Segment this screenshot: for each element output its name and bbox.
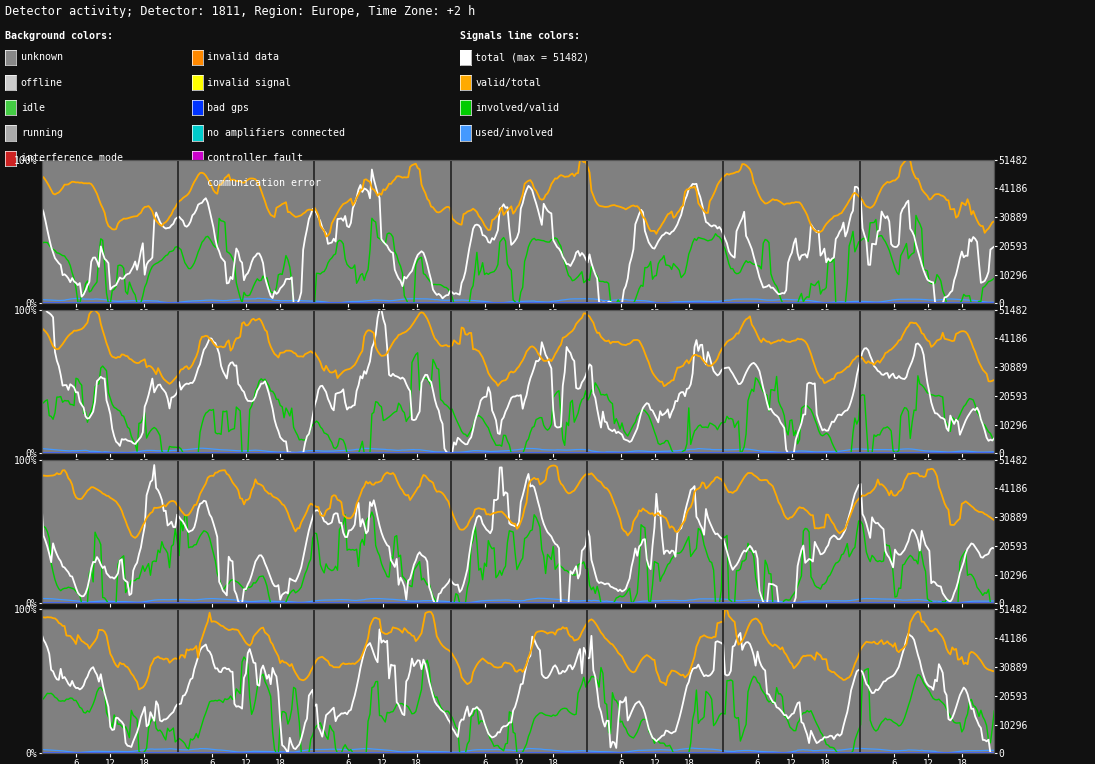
Text: 21.Jun.: 21.Jun. (314, 623, 356, 633)
Text: 19.Jun.: 19.Jun. (42, 623, 83, 633)
Text: bad gps: bad gps (207, 102, 249, 113)
Text: used/involved: used/involved (475, 128, 553, 138)
Text: invalid signal: invalid signal (207, 77, 291, 88)
Text: communication error: communication error (207, 178, 321, 189)
Text: 11.Jun.: 11.Jun. (860, 324, 901, 334)
Text: 20.Jun.: 20.Jun. (178, 623, 219, 633)
Text: 23.Jun.: 23.Jun. (587, 623, 629, 633)
Text: 25.Jun.: 25.Jun. (860, 623, 901, 633)
Text: 12.Jun.: 12.Jun. (42, 474, 83, 484)
Text: controller fault: controller fault (207, 153, 303, 163)
Text: 17.Jun.: 17.Jun. (724, 474, 764, 484)
Text: offline: offline (21, 77, 62, 88)
Text: interference mode: interference mode (21, 153, 123, 163)
Text: no amplifiers connected: no amplifiers connected (207, 128, 345, 138)
Text: involved/valid: involved/valid (475, 102, 560, 113)
Text: unknown: unknown (21, 52, 62, 63)
Text: valid/total: valid/total (475, 77, 541, 88)
Text: 24.Jun.: 24.Jun. (724, 623, 764, 633)
Text: 06.Jun.: 06.Jun. (178, 324, 219, 334)
Text: Background colors:: Background colors: (5, 31, 114, 40)
Text: 22.Jun.: 22.Jun. (451, 623, 492, 633)
Text: invalid data: invalid data (207, 52, 279, 63)
Text: 13.Jun.: 13.Jun. (178, 474, 219, 484)
Text: 14.Jun.: 14.Jun. (314, 474, 356, 484)
Text: 09.Jun.: 09.Jun. (587, 324, 629, 334)
Text: Signals line colors:: Signals line colors: (460, 31, 580, 40)
Text: total (max = 51482): total (max = 51482) (475, 52, 589, 63)
Text: idle: idle (21, 102, 45, 113)
Text: 10.Jun.: 10.Jun. (724, 324, 764, 334)
Text: 07.Jun.: 07.Jun. (314, 324, 356, 334)
Text: Detector activity; Detector: 1811, Region: Europe, Time Zone: +2 h: Detector activity; Detector: 1811, Regio… (5, 5, 475, 18)
Text: 15.Jun.: 15.Jun. (451, 474, 492, 484)
Text: running: running (21, 128, 62, 138)
Text: 16.Jun.: 16.Jun. (587, 474, 629, 484)
Text: 08.Jun.: 08.Jun. (451, 324, 492, 334)
Text: 05.Jun.: 05.Jun. (42, 324, 83, 334)
Text: 18.Jun.: 18.Jun. (860, 474, 901, 484)
